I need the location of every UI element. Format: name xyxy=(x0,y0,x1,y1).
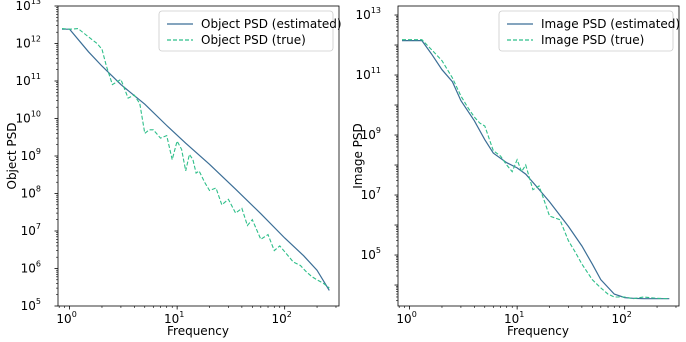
object-psd-y-tick-label: 108 xyxy=(21,185,41,201)
object-psd-y-tick-label: 107 xyxy=(21,222,41,238)
object-psd-xlabel: Frequency xyxy=(167,324,229,338)
object-psd-legend-label: Object PSD (true) xyxy=(201,33,306,47)
image-psd-legend-box xyxy=(498,10,674,52)
object-psd-y-tick-label: 1013 xyxy=(16,0,41,13)
object-psd-series-true xyxy=(61,28,330,289)
image-psd-xlabel: Frequency xyxy=(507,324,569,338)
image-psd-series-estimated xyxy=(402,39,670,300)
object-psd-y-tick-label: 1011 xyxy=(16,72,41,88)
image-psd-y-tick-label: 1013 xyxy=(356,6,381,22)
object-psd-y-tick-label: 109 xyxy=(21,147,41,163)
object-psd-y-tick-label: 105 xyxy=(21,297,41,313)
object-psd-legend: Object PSD (estimated) Object PSD (true) xyxy=(158,10,342,52)
image-psd-legend: Image PSD (estimated) Image PSD (true) xyxy=(498,10,680,52)
object-psd-y-tick-label: 106 xyxy=(21,260,41,276)
image-psd-legend-label: Image PSD (true) xyxy=(541,33,644,47)
object-psd-legend-label: Object PSD (estimated) xyxy=(201,17,342,31)
image-psd-x-tick-label: 100 xyxy=(396,310,416,326)
image-psd-y-tick-label: 107 xyxy=(361,186,381,202)
object-psd-y-tick-label: 1012 xyxy=(16,35,41,51)
image-psd-y-tick-label: 109 xyxy=(361,126,381,142)
object-psd-legend-box xyxy=(158,10,334,52)
image-psd-x-tick-label: 101 xyxy=(504,310,524,326)
image-psd-x-tick-label: 102 xyxy=(611,310,631,326)
object-psd-series-estimated xyxy=(62,28,330,291)
object-psd-x-tick-label: 101 xyxy=(164,310,184,326)
image-psd-series-true xyxy=(402,39,670,300)
image-psd-y-tick-label: 1011 xyxy=(356,66,381,82)
object-psd-ylabel: Object PSD xyxy=(5,123,19,190)
object-psd-x-tick-label: 102 xyxy=(271,310,291,326)
image-psd-y-tick-label: 105 xyxy=(361,246,381,262)
image-psd-panel: 100 101 102 105 107 109 1011 1013 Frequency Ima… xyxy=(351,5,680,338)
image-psd-legend-label: Image PSD (estimated) xyxy=(541,17,680,31)
object-psd-x-tick-label: 100 xyxy=(56,310,76,326)
object-psd-y-tick-label: 1010 xyxy=(16,110,41,126)
object-psd-panel: 100 101 102 105 106 107 108 109 1010 1011 1012 1013… xyxy=(5,0,342,338)
image-psd-ylabel: Image PSD xyxy=(351,123,365,189)
